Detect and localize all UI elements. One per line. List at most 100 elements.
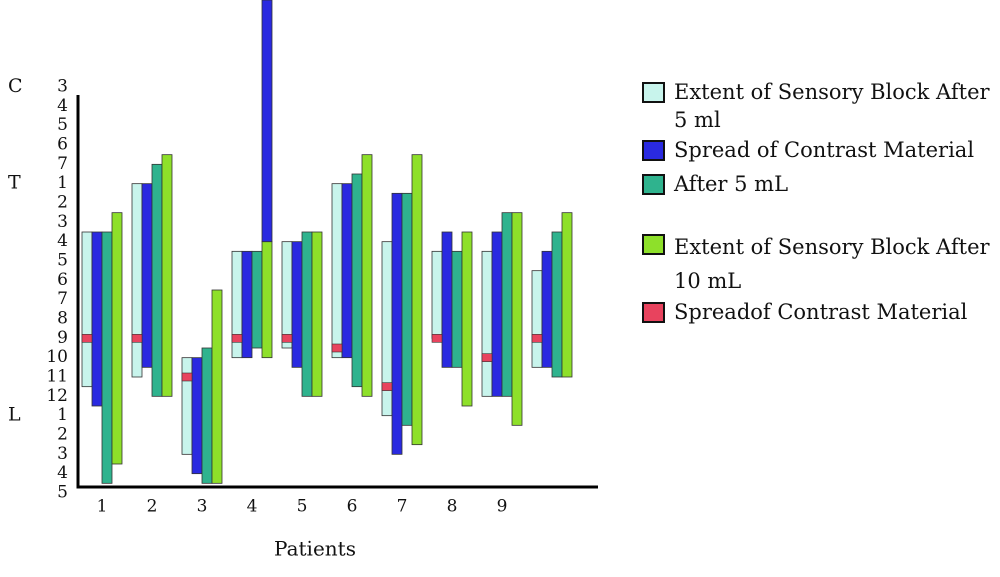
y-tick-label: 3: [57, 212, 68, 232]
y-tick-label: 9: [57, 328, 68, 348]
x-tick-label: 9: [497, 497, 508, 517]
range-bar: [251, 250, 263, 349]
y-tick-label: 2: [57, 425, 68, 445]
range-bar: [301, 231, 313, 397]
legend-swatch: [642, 234, 665, 255]
range-bar: [411, 154, 423, 446]
x-tick-label: 6: [347, 497, 358, 517]
legend-item: After 5 mL: [640, 170, 995, 198]
legend-label: Spread of Contrast Material: [674, 138, 975, 162]
range-bar: [391, 192, 403, 455]
y-tick-label: 2: [57, 193, 68, 213]
x-axis-label: Patients: [274, 537, 356, 561]
y-tick-label: 4: [57, 96, 68, 116]
legend-item: Extent of Sensory Block After 10 mL: [640, 230, 995, 298]
legend-swatch: [642, 82, 665, 103]
range-bar: [81, 231, 93, 388]
legend-label: Extent of Sensory Block After 5 ml: [674, 80, 990, 132]
y-tick-label: 4: [57, 463, 68, 483]
y-tick-label: 1: [57, 405, 68, 425]
range-bar: [211, 289, 223, 484]
range-bar: [561, 212, 573, 378]
contrast-marker: [381, 382, 393, 391]
range-bar: [151, 163, 163, 397]
contrast-marker: [331, 343, 343, 353]
range-bar: [501, 212, 513, 397]
x-tick-label: 4: [247, 497, 258, 517]
y-tick-label: 5: [57, 251, 68, 271]
contrast-marker: [531, 334, 543, 343]
contrast-marker: [181, 372, 193, 382]
range-bar: [531, 270, 543, 368]
range-bar: [441, 231, 453, 368]
legend-item: Spreadof Contrast Material: [640, 298, 995, 326]
range-bar: [451, 250, 463, 368]
range-bar: [141, 183, 153, 368]
range-bar: [341, 183, 353, 359]
y-tick-label: 11: [46, 367, 68, 387]
y-tick-label: 4: [57, 231, 68, 251]
y-tick-label: 10: [46, 347, 68, 367]
contrast-marker: [231, 334, 243, 343]
legend-label: Spreadof Contrast Material: [674, 300, 968, 324]
range-bar: [401, 192, 413, 426]
y-tick-label: 5: [57, 115, 68, 135]
contrast-marker: [131, 334, 143, 343]
range-bar: [161, 154, 173, 397]
x-tick-label: 5: [297, 497, 308, 517]
range-bar: [191, 357, 203, 475]
legend-item: Extent of Sensory Block After 5 ml: [640, 78, 995, 134]
y-tick-label: 7: [57, 154, 68, 174]
legend-swatch: [642, 302, 665, 323]
y-tick-label: 3: [57, 77, 68, 97]
range-bar: [131, 183, 143, 378]
range-bar: [461, 231, 473, 407]
range-bar: [101, 231, 113, 484]
y-tick-label: 6: [57, 135, 68, 155]
x-tick-label: 3: [197, 497, 208, 517]
range-bar: [431, 250, 443, 339]
range-bar: [551, 231, 563, 378]
range-bar: [201, 347, 213, 484]
y-tick-label: 8: [57, 309, 68, 329]
range-bar: [541, 250, 553, 368]
range-bar: [91, 231, 103, 407]
range-bar: [351, 173, 363, 388]
contrast-marker: [431, 334, 443, 343]
range-bar: [281, 241, 293, 349]
range-bar: [491, 231, 503, 397]
legend-label: After 5 mL: [674, 172, 789, 196]
axis-group-label: T: [8, 172, 21, 194]
x-tick-label: 2: [147, 497, 158, 517]
range-bar: [181, 357, 193, 455]
y-tick-label: 12: [46, 386, 68, 406]
y-tick-label: 3: [57, 444, 68, 464]
axis-group-label: C: [8, 75, 23, 97]
range-bar: [241, 250, 253, 359]
range-bar: [261, 241, 273, 359]
legend-label: Extent of Sensory Block After 10 mL: [674, 235, 990, 293]
range-bar: [111, 212, 123, 465]
legend-swatch: [642, 140, 665, 161]
x-tick-label: 1: [97, 497, 108, 517]
legend-swatch: [642, 174, 665, 195]
range-bar: [361, 154, 373, 397]
x-tick-label: 8: [447, 497, 458, 517]
axis-group-label: L: [8, 404, 21, 426]
range-bar: [311, 231, 323, 397]
range-bar: [481, 250, 493, 397]
contrast-marker: [281, 334, 293, 343]
y-tick-label: 1: [57, 173, 68, 193]
y-tick-label: 6: [57, 270, 68, 290]
range-bar: [511, 212, 523, 426]
y-tick-label: 5: [57, 483, 68, 503]
x-tick-label: 7: [397, 497, 408, 517]
legend-item: Spread of Contrast Material: [640, 136, 995, 164]
range-bar: [261, 0, 273, 243]
y-tick-label: 7: [57, 289, 68, 309]
range-bar: [291, 241, 303, 368]
contrast-marker: [481, 353, 493, 362]
contrast-marker: [81, 334, 93, 343]
